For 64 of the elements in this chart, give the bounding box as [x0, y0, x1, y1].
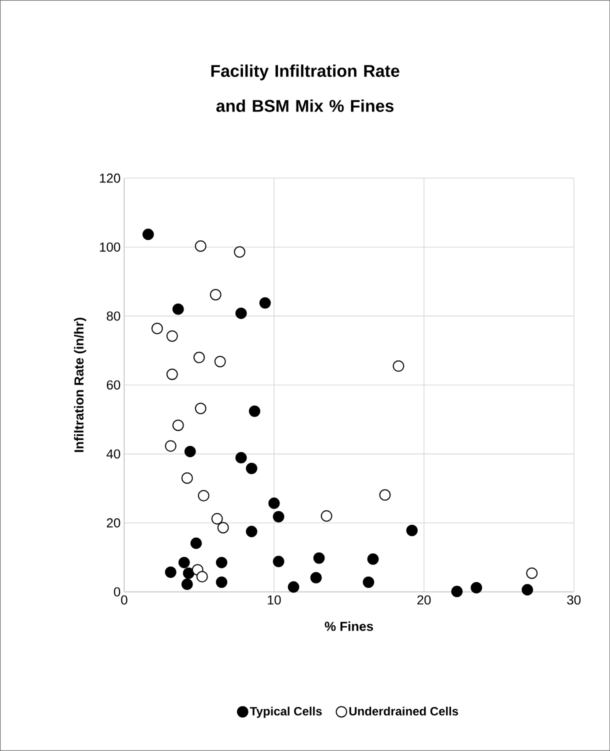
y-tick-label: 60	[106, 380, 120, 390]
legend-label: Underdrained Cells	[349, 706, 458, 716]
point	[193, 352, 205, 364]
point	[166, 368, 178, 380]
point	[246, 462, 258, 474]
point	[164, 440, 176, 452]
point	[235, 452, 247, 464]
point	[522, 584, 534, 596]
point	[216, 576, 228, 588]
point	[234, 246, 246, 258]
y-tick-label: 100	[100, 242, 120, 252]
point	[196, 570, 208, 582]
point	[216, 556, 228, 568]
y-axis-title: Infiltration Rate (in/hr)	[74, 318, 86, 452]
point	[248, 405, 260, 417]
point	[451, 586, 463, 598]
y-tick-label: 40	[106, 449, 120, 459]
point	[406, 524, 418, 536]
y-tick-label: 20	[106, 518, 120, 528]
point	[470, 582, 482, 594]
point	[210, 288, 222, 300]
point	[310, 572, 322, 584]
x-tick-label: 20	[417, 595, 431, 605]
legend-label: Typical Cells	[250, 706, 322, 718]
point	[320, 510, 332, 522]
point	[194, 402, 206, 414]
point	[392, 360, 404, 372]
x-tick-label: 0	[121, 595, 128, 605]
y-tick-label: 80	[106, 311, 120, 321]
point	[181, 578, 193, 590]
point	[313, 552, 325, 564]
point	[268, 498, 280, 509]
point	[272, 556, 284, 568]
point	[217, 522, 229, 534]
x-tick-label: 30	[567, 595, 581, 605]
point	[362, 576, 374, 588]
point	[178, 556, 190, 568]
point	[190, 538, 202, 549]
point	[272, 510, 284, 522]
point	[259, 297, 271, 309]
point	[151, 322, 163, 334]
point	[214, 356, 226, 368]
point	[164, 566, 176, 578]
point	[172, 420, 184, 432]
point	[142, 228, 154, 240]
point	[182, 568, 194, 579]
point	[526, 568, 538, 579]
point	[181, 472, 193, 484]
point	[211, 513, 223, 524]
point	[184, 446, 196, 458]
point	[379, 489, 391, 501]
point	[198, 490, 210, 502]
x-tick-label: 10	[268, 595, 281, 605]
y-tick-label: 120	[100, 174, 120, 183]
y-tick-label: 0	[114, 587, 120, 596]
chart-title: Facility Infiltration Rate and BSM Mix % Fines	[211, 64, 400, 112]
point	[172, 303, 184, 315]
point	[367, 553, 379, 565]
point	[194, 240, 206, 252]
point	[246, 526, 258, 538]
point	[288, 581, 300, 593]
point	[235, 308, 247, 319]
point	[166, 330, 178, 342]
x-axis-title: % Fines	[324, 621, 373, 631]
